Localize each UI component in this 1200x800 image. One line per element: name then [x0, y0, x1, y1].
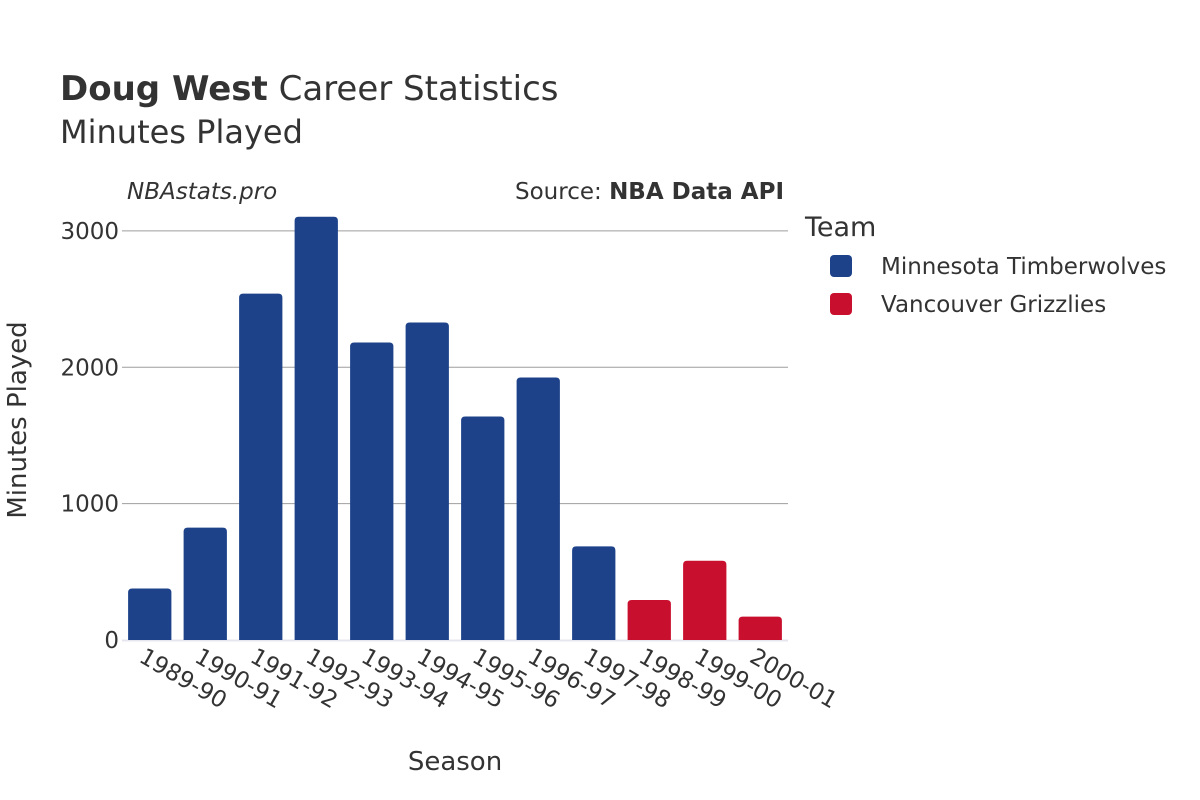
bar-1994-95[interactable]	[405, 322, 449, 640]
bar-1989-90[interactable]	[128, 588, 172, 640]
y-tick-label: 3000	[60, 219, 119, 245]
chart-title-rest	[268, 69, 279, 109]
chart-subtitle: Minutes Played	[60, 113, 303, 151]
watermark: NBAstats.pro	[127, 179, 277, 205]
bar-1998-99[interactable]	[627, 600, 671, 640]
gridlines	[122, 230, 788, 642]
y-axis-ticks: 0 1000 2000 3000	[60, 219, 119, 654]
y-tick-label: 0	[104, 628, 119, 654]
y-axis-title: Minutes Played	[3, 321, 33, 518]
bar-2000-01[interactable]	[738, 616, 782, 640]
x-axis-ticks: 1989-901990-911991-921992-931993-941994-…	[135, 644, 842, 715]
chart-title-suffix: Career Statistics	[279, 69, 559, 109]
bar-1990-91[interactable]	[183, 527, 227, 640]
legend-swatch[interactable]	[830, 293, 852, 315]
legend-label[interactable]: Vancouver Grizzlies	[881, 292, 1106, 318]
y-tick-label: 2000	[60, 355, 119, 381]
chart-title-player: Doug West	[60, 69, 268, 109]
source-prefix: Source:	[515, 179, 609, 205]
bar-1999-00[interactable]	[683, 560, 727, 640]
source-name: NBA Data API	[609, 179, 784, 205]
bar-1997-98[interactable]	[572, 546, 616, 640]
bars	[128, 216, 782, 641]
legend-label[interactable]: Minnesota Timberwolves	[881, 254, 1166, 280]
bar-1993-94[interactable]	[350, 342, 394, 640]
legend-swatch[interactable]	[830, 255, 852, 277]
bar-1996-97[interactable]	[516, 377, 560, 641]
bar-1995-96[interactable]	[461, 416, 505, 641]
source-credit: Source: NBA Data API	[515, 179, 784, 205]
y-tick-label: 1000	[60, 492, 119, 518]
legend: Minnesota Timberwolves Vancouver Grizzlie…	[830, 254, 1166, 318]
bar-1992-93[interactable]	[294, 216, 338, 640]
chart-title: Doug West Career Statistics	[60, 69, 558, 109]
x-axis-title: Season	[408, 747, 502, 777]
bar-1991-92[interactable]	[239, 293, 283, 640]
legend-title: Team	[804, 212, 876, 243]
